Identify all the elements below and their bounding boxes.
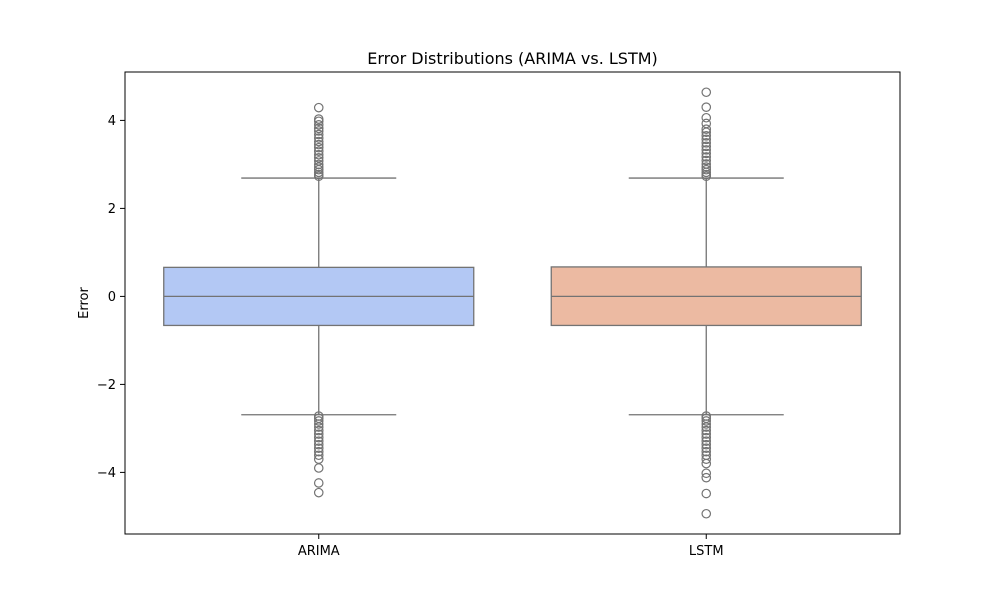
outlier-point bbox=[701, 141, 712, 152]
outlier-point bbox=[313, 142, 324, 153]
y-tick-label: 0 bbox=[108, 290, 116, 305]
outlier-point bbox=[313, 102, 324, 113]
y-axis: 4 2 0 −2 −4 bbox=[97, 114, 125, 481]
outlier-point bbox=[313, 463, 324, 473]
outlier-point bbox=[701, 508, 712, 519]
outlier-point bbox=[313, 133, 324, 143]
axes-frame bbox=[124, 71, 901, 535]
outlier-point bbox=[701, 155, 712, 166]
box-group-lstm bbox=[550, 87, 862, 519]
outlier-point bbox=[313, 487, 324, 498]
outlier-point bbox=[313, 120, 324, 130]
outlier-point bbox=[313, 450, 324, 461]
outlier-point bbox=[701, 488, 712, 499]
outlier-point bbox=[313, 136, 324, 147]
outlier-point bbox=[701, 432, 712, 443]
outlier-point bbox=[701, 429, 712, 439]
outlier-point bbox=[701, 436, 712, 446]
outlier-point bbox=[313, 425, 324, 436]
y-axis-label: Error bbox=[77, 287, 92, 319]
box-group-arima bbox=[163, 102, 475, 498]
outlier-point bbox=[701, 446, 712, 457]
outlier-point bbox=[701, 439, 712, 450]
outlier-point bbox=[701, 416, 712, 426]
y-tick-label: −4 bbox=[97, 466, 116, 481]
outlier-point bbox=[701, 472, 712, 483]
chart-title: Error Distributions (ARIMA vs. LSTM) bbox=[367, 49, 658, 68]
x-tick-label: LSTM bbox=[689, 544, 724, 559]
outlier-point bbox=[313, 446, 324, 457]
outlier-point bbox=[701, 102, 712, 112]
outlier-point bbox=[313, 149, 324, 160]
outlier-point bbox=[701, 419, 712, 429]
outlier-point bbox=[313, 123, 324, 134]
outlier-point bbox=[313, 116, 324, 127]
outlier-point bbox=[313, 129, 324, 140]
outlier-point bbox=[313, 171, 324, 182]
outlier-point bbox=[701, 124, 712, 134]
outlier-point bbox=[313, 139, 324, 150]
y-tick-label: 2 bbox=[108, 202, 116, 217]
x-axis: ARIMA LSTM bbox=[298, 534, 724, 559]
outlier-point bbox=[313, 443, 324, 453]
outlier-point bbox=[313, 419, 324, 429]
outlier-point bbox=[313, 126, 324, 136]
outlier-point bbox=[313, 478, 324, 488]
outlier-point bbox=[313, 162, 324, 172]
outlier-point bbox=[701, 454, 712, 464]
outlier-point bbox=[701, 131, 712, 141]
outlier-point bbox=[313, 153, 324, 163]
outlier-point bbox=[701, 138, 712, 148]
outlier-point bbox=[701, 145, 712, 155]
outlier-point bbox=[701, 171, 712, 182]
outlier-point bbox=[701, 468, 712, 479]
outlier-point bbox=[701, 127, 712, 138]
outlier-point bbox=[313, 164, 324, 175]
y-tick-label: 4 bbox=[108, 114, 116, 129]
outlier-point bbox=[701, 164, 712, 175]
outlier-point bbox=[313, 429, 324, 439]
outlier-point bbox=[701, 162, 712, 172]
outlier-point bbox=[313, 146, 324, 156]
y-tick-label: −2 bbox=[97, 378, 116, 393]
outlier-point bbox=[701, 134, 712, 145]
outlier-point bbox=[701, 152, 712, 162]
outlier-point bbox=[313, 416, 324, 426]
outlier-point bbox=[701, 87, 712, 98]
outlier-point bbox=[701, 425, 712, 436]
outlier-point bbox=[701, 422, 712, 432]
plot-area bbox=[163, 87, 862, 519]
x-tick-label: ARIMA bbox=[298, 544, 340, 559]
outlier-point bbox=[701, 458, 712, 469]
outlier-point bbox=[313, 422, 324, 432]
outlier-point bbox=[701, 112, 712, 123]
outlier-point bbox=[701, 443, 712, 453]
outlier-point bbox=[701, 148, 712, 159]
outlier-point bbox=[313, 439, 324, 450]
outlier-point bbox=[313, 432, 324, 443]
outlier-point bbox=[313, 436, 324, 446]
